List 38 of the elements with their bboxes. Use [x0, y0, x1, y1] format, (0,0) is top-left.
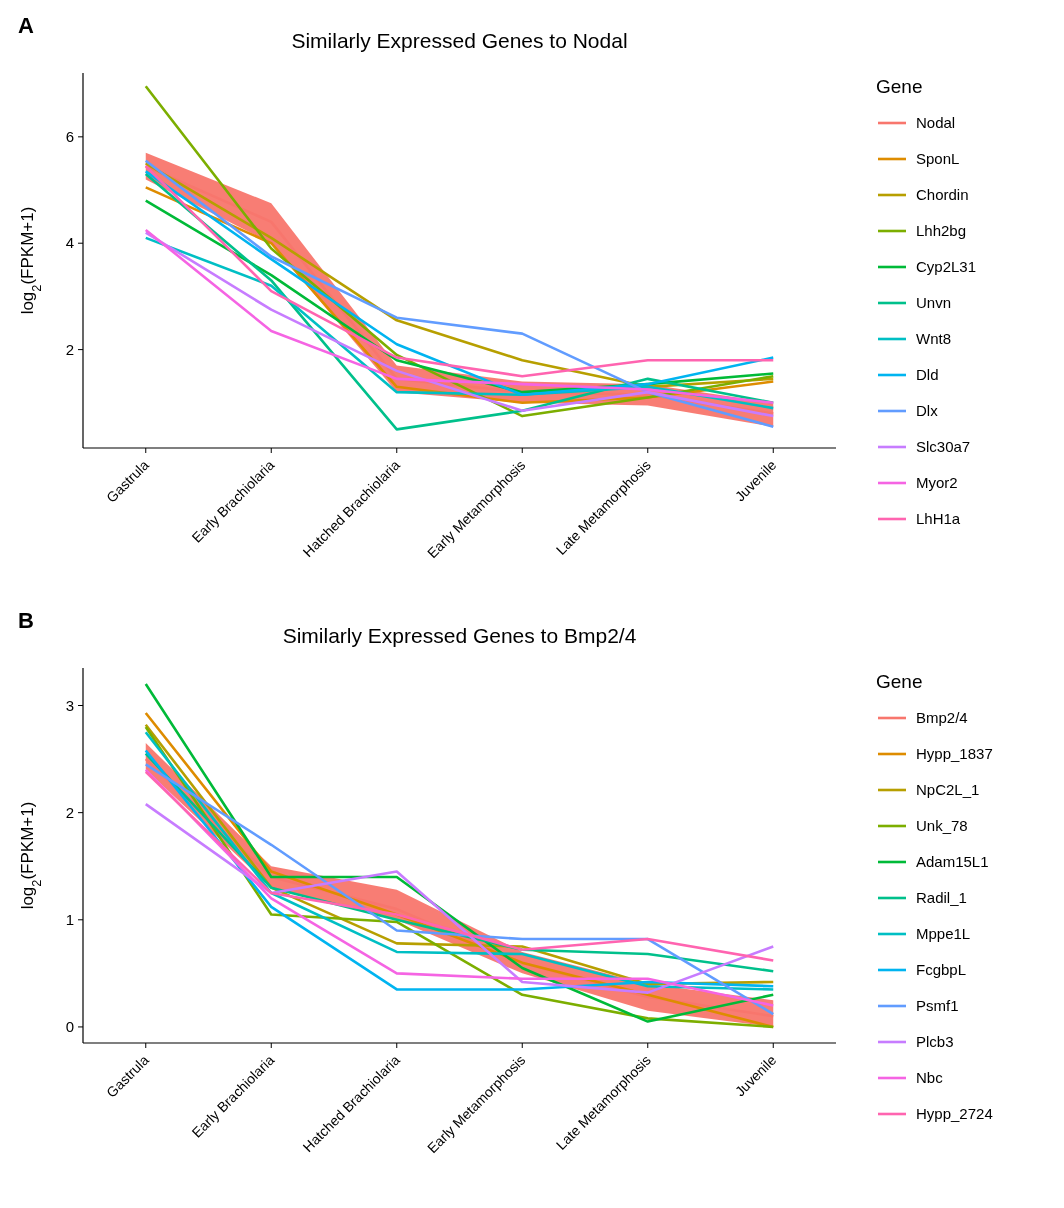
legend-title: Gene: [876, 76, 923, 97]
legend-label: Myor2: [916, 474, 958, 492]
y-tick-label: 2: [65, 803, 74, 821]
chart-title: Similarly Expressed Genes to Nodal: [291, 29, 628, 52]
legend-label: Bmp2/4: [916, 709, 968, 727]
legend-label: Unvn: [916, 294, 952, 312]
text: A: [18, 13, 34, 38]
legend-label: FcgbpL: [916, 961, 967, 979]
legend-label: Adam15L1: [916, 853, 989, 871]
legend-label: SponL: [916, 150, 960, 168]
legend-label: Chordin: [916, 186, 969, 204]
legend-label: Slc30a7: [916, 438, 971, 456]
legend-label: Nbc: [916, 1069, 944, 1087]
legend-label: Nodal: [916, 114, 956, 132]
legend-label: Dld: [916, 366, 939, 384]
legend-label: Psmf1: [916, 997, 959, 1015]
legend-label: Mppe1L: [916, 925, 971, 943]
legend-label: Plcb3: [916, 1033, 954, 1051]
legend-label: Hypp_2724: [916, 1105, 993, 1123]
legend-label: NpC2L_1: [916, 781, 980, 799]
y-tick-label: 4: [65, 234, 74, 252]
legend-title: Gene: [876, 671, 923, 692]
legend-label: Dlx: [916, 402, 939, 420]
legend-label: Wnt8: [916, 330, 952, 348]
legend-label: Cyp2L31: [916, 258, 977, 276]
legend-label: Unk_78: [916, 817, 968, 835]
y-tick-label: 3: [65, 696, 74, 714]
legend-label: Hypp_1837: [916, 745, 993, 763]
chart-title: Similarly Expressed Genes to Bmp2/4: [282, 624, 637, 647]
y-tick-label: 6: [65, 128, 74, 146]
legend-label: LhH1a: [916, 510, 961, 528]
legend-label: Radil_1: [916, 889, 967, 907]
y-tick-label: 1: [65, 911, 74, 929]
text: B: [18, 608, 34, 633]
legend-label: Lhh2bg: [916, 222, 967, 240]
y-tick-label: 2: [65, 340, 74, 358]
y-tick-label: 0: [65, 1018, 74, 1036]
line-series: [144, 802, 775, 994]
